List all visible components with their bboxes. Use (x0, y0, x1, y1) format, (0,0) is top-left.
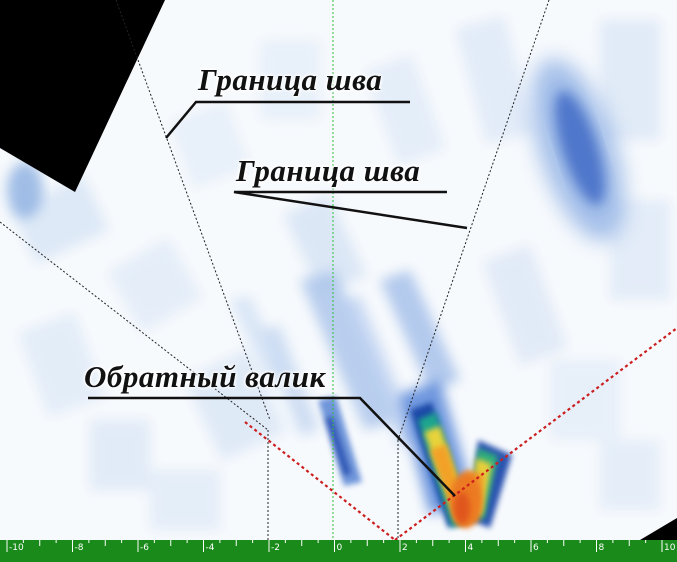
seam-boundary-label-left: Граница шва (198, 62, 383, 97)
seam-boundary-lines (0, 0, 550, 540)
leader-lines (88, 100, 468, 497)
b-scan-image (0, 0, 677, 540)
left-echo (7, 162, 43, 218)
back-bead-label: Обратный валик (84, 359, 326, 394)
mid-echo (318, 396, 362, 486)
ruler-background (0, 540, 677, 562)
right-echo (531, 58, 625, 242)
reference-lines (244, 327, 677, 540)
ruler-ticks (6, 540, 663, 552)
dead-zone-bottom-right (640, 518, 677, 540)
echo-streaks (230, 270, 460, 447)
dead-zone-top-left (0, 0, 165, 192)
horizontal-ruler (0, 540, 677, 562)
seam-boundary-label-right: Граница шва (236, 153, 421, 188)
